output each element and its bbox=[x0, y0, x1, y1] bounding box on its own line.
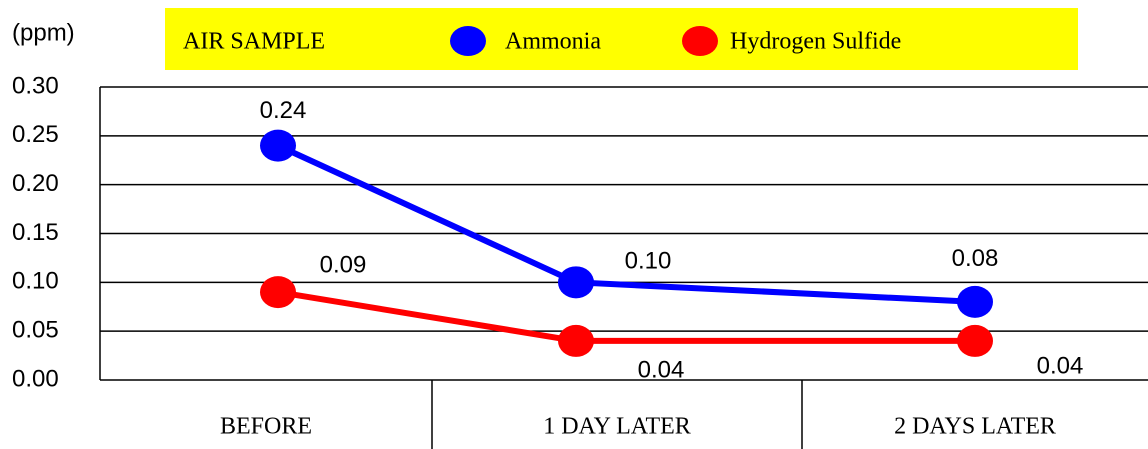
y-tick-label: 0.15 bbox=[12, 219, 59, 246]
legend-marker bbox=[682, 26, 718, 56]
y-tick-label: 0.20 bbox=[12, 170, 59, 197]
data-label: 0.04 bbox=[1037, 352, 1084, 379]
legend-marker bbox=[450, 26, 486, 56]
data-label: 0.08 bbox=[952, 245, 999, 272]
data-label: 0.04 bbox=[638, 356, 685, 383]
unit-label: (ppm) bbox=[12, 19, 75, 46]
x-tick-label: BEFORE bbox=[220, 414, 312, 440]
y-tick-label: 0.30 bbox=[12, 72, 59, 99]
data-point bbox=[558, 266, 594, 299]
data-point bbox=[957, 324, 993, 357]
data-label: 0.09 bbox=[320, 251, 367, 278]
y-tick-label: 0.00 bbox=[12, 365, 59, 392]
data-point bbox=[260, 129, 296, 162]
legend-label: Ammonia bbox=[505, 29, 601, 55]
data-label: 0.24 bbox=[260, 97, 307, 124]
series-line bbox=[276, 142, 976, 305]
data-point bbox=[558, 324, 594, 357]
y-tick-label: 0.05 bbox=[12, 317, 59, 344]
data-point bbox=[260, 276, 296, 309]
y-tick-label: 0.10 bbox=[12, 268, 59, 295]
data-label: 0.10 bbox=[625, 248, 672, 275]
x-tick-label: 2 DAYS LATER bbox=[894, 414, 1056, 440]
legend-title: AIR SAMPLE bbox=[183, 29, 325, 55]
legend-label: Hydrogen Sulfide bbox=[730, 29, 901, 55]
legend-box bbox=[165, 8, 1078, 70]
y-tick-label: 0.25 bbox=[12, 121, 59, 148]
data-point bbox=[957, 285, 993, 318]
x-tick-label: 1 DAY LATER bbox=[543, 414, 691, 440]
